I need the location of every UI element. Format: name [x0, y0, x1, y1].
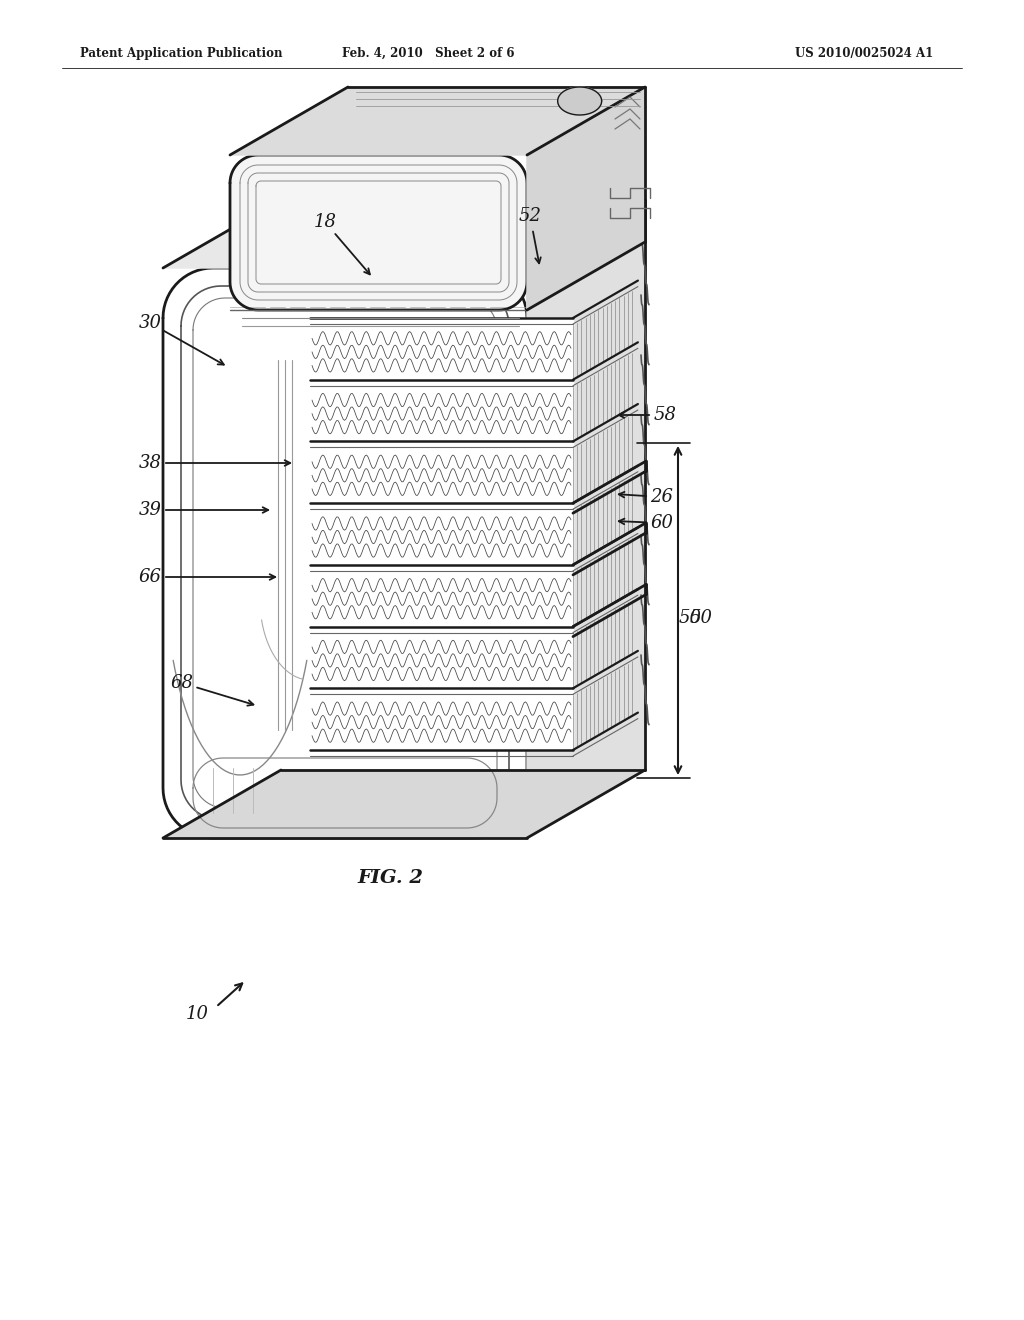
Polygon shape: [230, 87, 645, 154]
Polygon shape: [163, 770, 645, 838]
Text: 68: 68: [171, 675, 194, 692]
Text: US 2010/0025024 A1: US 2010/0025024 A1: [795, 46, 933, 59]
Text: 50: 50: [679, 609, 701, 627]
Text: 18: 18: [313, 213, 337, 231]
Polygon shape: [163, 268, 527, 838]
Polygon shape: [230, 154, 527, 310]
Text: 66: 66: [138, 568, 162, 586]
Text: 39: 39: [138, 502, 162, 519]
Polygon shape: [527, 201, 645, 838]
Text: 58: 58: [653, 407, 677, 424]
Text: 10: 10: [185, 1005, 209, 1023]
Polygon shape: [527, 87, 645, 310]
Text: Feb. 4, 2010   Sheet 2 of 6: Feb. 4, 2010 Sheet 2 of 6: [342, 46, 514, 59]
Text: 30: 30: [138, 314, 162, 333]
Text: 26: 26: [650, 488, 674, 506]
Text: Patent Application Publication: Patent Application Publication: [80, 46, 283, 59]
Text: 52: 52: [518, 207, 542, 224]
Polygon shape: [558, 87, 602, 115]
Text: FIG. 2: FIG. 2: [357, 869, 423, 887]
Polygon shape: [163, 201, 645, 268]
Text: 50: 50: [690, 609, 713, 627]
Text: 38: 38: [138, 454, 162, 473]
Text: 60: 60: [650, 513, 674, 532]
Polygon shape: [310, 318, 573, 750]
